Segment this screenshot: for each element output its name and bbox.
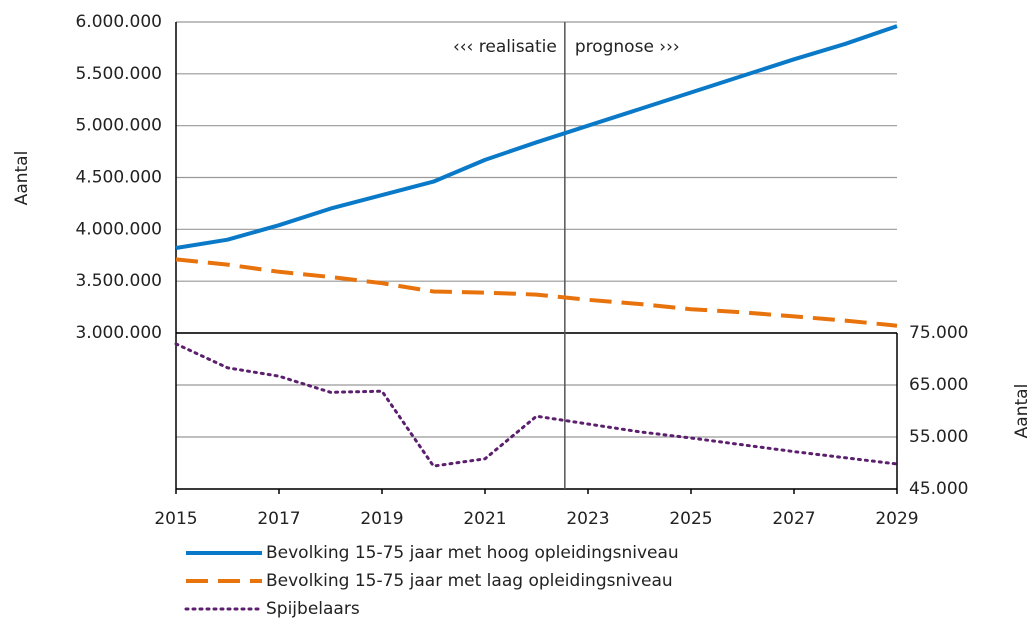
series-line [174,342,899,468]
series-line [175,257,898,328]
legend-label: Spijbelaars [266,599,360,619]
y2-axis-label: Aantal [1012,384,1032,439]
series-line [175,24,898,250]
x-tick-label: 2025 [669,509,712,529]
y2-tick-label: 65.000 [909,375,968,395]
y-tick-label: 4.000.000 [75,219,162,239]
x-tick-label: 2021 [463,509,506,529]
x-tick-label: 2015 [154,509,197,529]
y2-tick-label: 55.000 [909,427,968,447]
legend-label: Bevolking 15-75 jaar met laag opleidings… [266,571,673,591]
x-tick-label: 2023 [566,509,609,529]
y-axis-label: Aantal [12,151,32,206]
y2-tick-label: 45.000 [909,479,968,499]
x-tick-label: 2027 [772,509,815,529]
x-tick-label: 2017 [257,509,300,529]
x-tick-label: 2029 [875,509,918,529]
annotation: ‹‹‹ realisatie [453,37,557,57]
y-tick-label: 3.000.000 [75,323,162,343]
x-tick-label: 2019 [360,509,403,529]
y-tick-label: 3.500.000 [75,271,162,291]
legend-label: Bevolking 15-75 jaar met hoog opleidings… [266,543,679,563]
y2-tick-label: 75.000 [909,323,968,343]
annotation: prognose ››› [575,37,680,57]
y-tick-label: 6.000.000 [75,12,162,32]
y-tick-label: 5.000.000 [75,116,162,136]
y-tick-label: 4.500.000 [75,168,162,188]
y-tick-label: 5.500.000 [75,64,162,84]
